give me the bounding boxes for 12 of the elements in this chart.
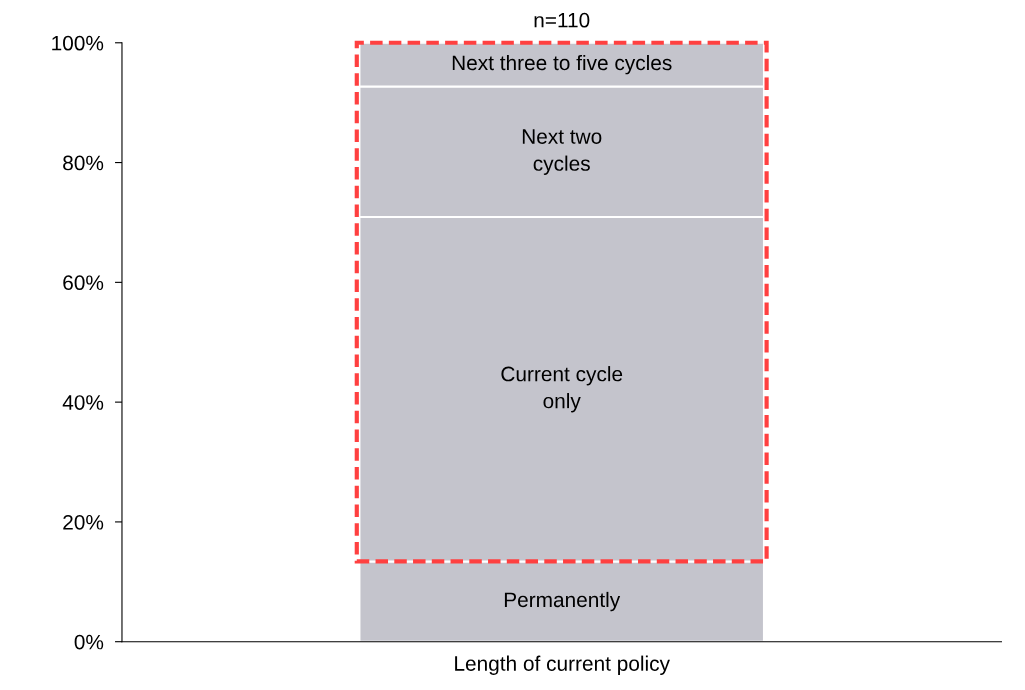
y-tick-label: 20% (63, 514, 104, 530)
series-label: Permanently (504, 591, 621, 612)
series-label: Next three to five cycles (452, 54, 672, 75)
series-label: Next two cycles (522, 129, 602, 175)
x-tick-label: Length of current policy (455, 655, 670, 676)
y-tick-label: 100% (52, 35, 104, 51)
y-tick-label: 0% (74, 634, 104, 650)
series-label: Current cycle only (501, 366, 623, 413)
annotation: n=110 (534, 12, 590, 28)
y-tick-label: 60% (63, 275, 104, 291)
y-tick-label: 80% (63, 155, 104, 171)
y-tick-label: 40% (62, 395, 104, 410)
